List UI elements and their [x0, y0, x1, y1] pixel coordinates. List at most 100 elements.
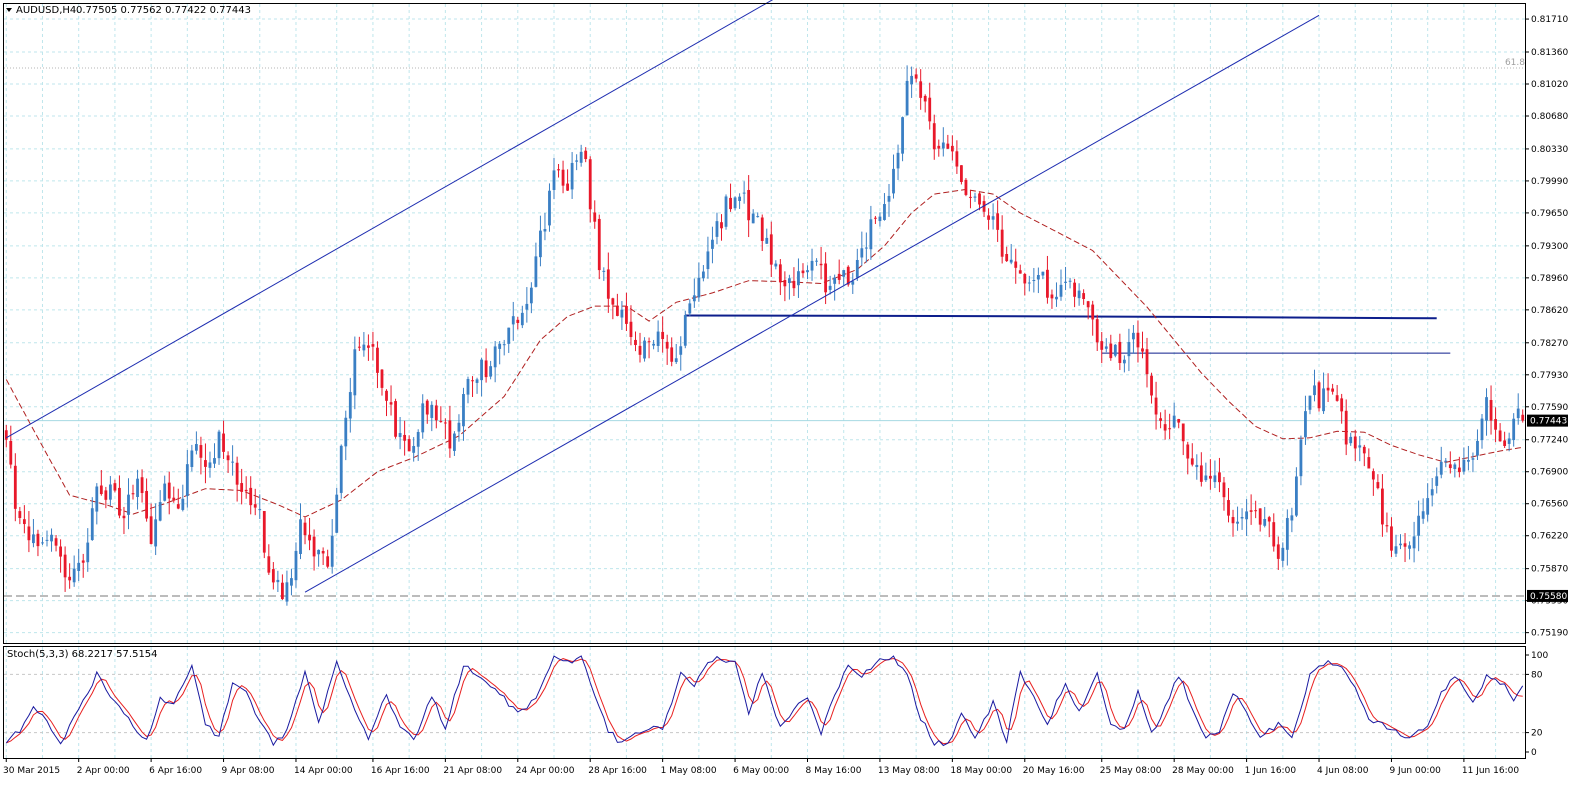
candle-bullish	[711, 226, 714, 264]
candle-bearish	[1371, 468, 1375, 496]
candle-body	[217, 431, 221, 459]
candle-bearish	[371, 331, 375, 361]
candle-bearish	[996, 200, 1000, 242]
ohlc-values: 0.77505 0.77562 0.77422 0.77443	[76, 5, 251, 16]
candle-bullish	[842, 269, 846, 286]
candle-body	[1335, 395, 1339, 401]
candle-body	[222, 433, 225, 452]
candle-bearish	[271, 562, 275, 590]
candle-bullish	[733, 196, 737, 211]
candle-body	[258, 509, 262, 511]
candle-bullish	[575, 154, 579, 171]
candle-body	[887, 195, 891, 202]
candle-bearish	[1086, 300, 1090, 320]
candle-body	[13, 465, 17, 509]
candle-body	[299, 519, 302, 555]
candle-body	[1018, 270, 1022, 274]
candle-body	[1313, 385, 1316, 396]
candle-body	[701, 271, 705, 279]
candle-body	[534, 256, 538, 287]
candle-body	[1344, 410, 1348, 445]
candle-bearish	[1249, 494, 1253, 525]
candle-body	[756, 216, 760, 218]
stochastic-label: Stoch(5,3,3) 68.2217 57.5154	[7, 649, 158, 660]
x-tick-label: 28 May 00:00	[1172, 766, 1234, 776]
candle-body	[1267, 517, 1271, 522]
candle-bullish	[1055, 282, 1058, 307]
candle-body	[1154, 397, 1158, 415]
candle-bullish	[231, 445, 235, 476]
y-tick-label: 0.76560	[1531, 500, 1568, 510]
candle-body	[389, 402, 393, 405]
candle-bearish	[226, 451, 230, 473]
candle-bearish	[955, 140, 959, 174]
candle-bearish	[978, 192, 981, 211]
candle-bullish	[213, 443, 216, 468]
candle-bullish	[41, 537, 44, 546]
candle-bearish	[960, 165, 963, 185]
candle-bullish	[548, 183, 551, 232]
candle-body	[353, 349, 357, 396]
x-tick-label: 14 Apr 00:00	[294, 766, 353, 776]
candle-body	[167, 482, 171, 499]
candle-bullish	[480, 357, 483, 397]
candle-body	[656, 331, 660, 346]
candle-bearish	[661, 316, 665, 353]
candle-bearish	[321, 547, 325, 566]
candle-bearish	[670, 337, 674, 367]
candle-bearish	[1344, 399, 1348, 456]
candle-body	[235, 462, 239, 485]
candle-body	[1362, 446, 1366, 454]
y-tick-label: 0.77590	[1531, 403, 1568, 413]
candle-body	[498, 343, 502, 349]
current-price-tag: 0.77443	[1527, 414, 1568, 427]
candle-bearish	[874, 215, 877, 225]
candle-body	[1308, 395, 1312, 410]
candle-bearish	[357, 336, 361, 352]
candle-body	[140, 477, 144, 494]
candle-bearish	[1457, 456, 1461, 478]
candle-body	[824, 263, 828, 293]
candle-bullish	[1358, 436, 1362, 462]
candle-body	[978, 193, 981, 205]
candle-body	[22, 519, 26, 525]
candle-bearish	[1208, 459, 1212, 490]
candle-body	[136, 478, 139, 498]
candle-body	[914, 74, 918, 79]
upper-channel-line	[6, 0, 774, 439]
candle-body	[1168, 428, 1172, 430]
candle-bullish	[602, 267, 606, 281]
candle-body	[416, 431, 420, 447]
candle-body	[1276, 544, 1280, 559]
candle-bearish	[68, 563, 72, 589]
candle-bearish	[1163, 409, 1167, 440]
candle-body	[960, 165, 963, 182]
candle-bearish	[471, 376, 474, 397]
candle-bearish	[1218, 457, 1221, 493]
candle-body	[244, 489, 248, 492]
candle-body	[1358, 445, 1362, 448]
symbol-header[interactable]: AUDUSD,H4 0.77505 0.77562 0.77422 0.7744…	[6, 5, 251, 16]
candle-body	[620, 309, 624, 318]
candle-body	[760, 217, 764, 241]
candle-bullish	[1412, 521, 1416, 563]
candle-body	[1503, 440, 1507, 446]
candle-bullish	[127, 478, 130, 530]
candle-bearish	[312, 529, 316, 571]
candle-body	[1294, 476, 1298, 516]
candle-body	[1091, 304, 1095, 320]
stochastic-main-line	[5, 655, 1524, 747]
candle-body	[584, 150, 588, 160]
candle-body	[1439, 461, 1443, 475]
candle-bearish	[665, 334, 669, 365]
candle-body	[588, 159, 592, 210]
candle-bullish	[570, 152, 574, 199]
candle-bearish	[611, 297, 615, 320]
candle-body	[1272, 522, 1276, 547]
candle-body	[611, 298, 615, 305]
candle-bearish	[1267, 515, 1271, 538]
triangle-down-icon[interactable]	[6, 8, 12, 12]
candle-bearish	[1186, 441, 1190, 475]
candle-bullish	[552, 157, 556, 200]
candle-bearish	[18, 506, 22, 525]
